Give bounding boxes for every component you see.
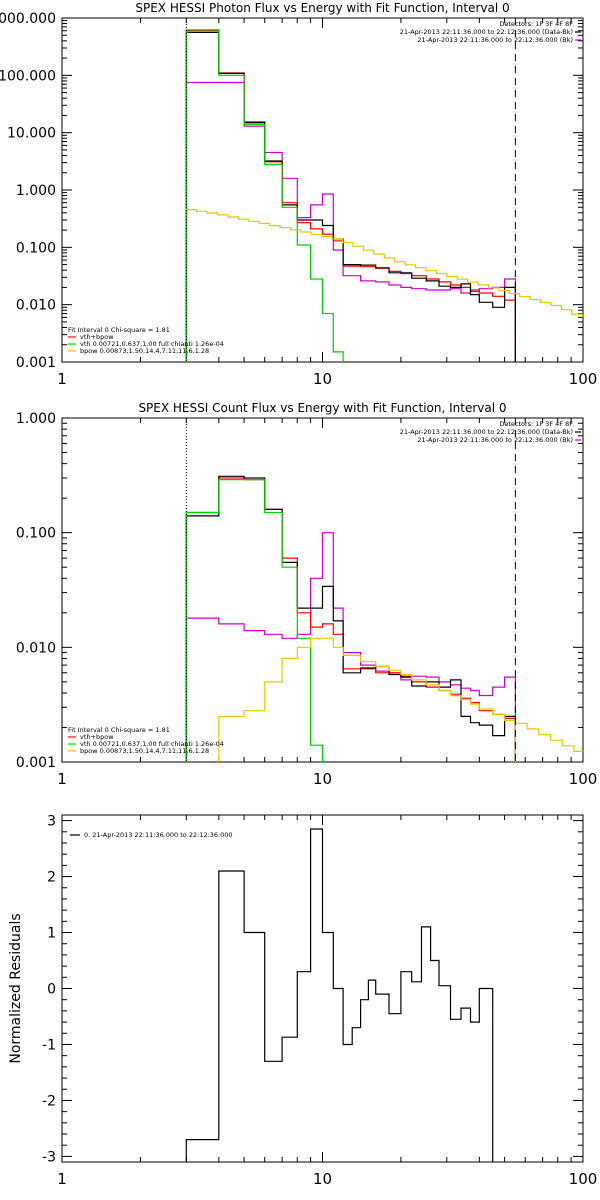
header-text: 21-Apr-2013 22:11:36.000 to 22:12:36.000… xyxy=(417,436,573,444)
header-text: Detectors: 1F 3F 4F 8F xyxy=(499,420,573,428)
y-tick-label: 3 xyxy=(47,814,56,830)
y-tick-label: 0.100 xyxy=(16,526,56,542)
residuals-chart: 1 10 100 -3 -2 -1 0 1 2 3 Normalized Residuals 0. … xyxy=(8,814,597,1188)
count-flux-chart: 1 10 100 0.001 0.010 0.100 1.000 SPEX HESSI Co… xyxy=(16,401,598,788)
legend-entry: vth+bpow xyxy=(80,333,114,341)
x-tick-label: 100 xyxy=(569,1170,598,1188)
y-tick-label: 100.000 xyxy=(0,68,56,84)
legend-entry: 0. 21-Apr-2013 22:11:36.000 to 22:12:36.… xyxy=(84,831,233,839)
y-tick-label: 0.010 xyxy=(16,640,56,656)
series-bpow-model xyxy=(186,209,583,318)
y-tick-label: 0 xyxy=(47,982,56,998)
x-tick-label: 1 xyxy=(57,370,67,388)
header-text: 21-Apr-2013 22:11:36.000 to 22:12:36.000… xyxy=(417,36,573,44)
header-text: 21-Apr-2013 22:11:36.000 to 22:12:36.000… xyxy=(400,428,573,436)
y-tick-label: 1 xyxy=(47,926,56,942)
y-tick-label: 0.001 xyxy=(16,355,56,371)
series-bpow-tail xyxy=(515,722,583,752)
x-tick-label: 10 xyxy=(313,770,332,788)
legend-entry: Fit Interval 0 Chi-square = 1.81 xyxy=(68,326,170,334)
header-text: 21-Apr-2013 22:11:36.000 to 22:12:36.000… xyxy=(400,28,573,36)
x-tick-label: 100 xyxy=(569,770,598,788)
legend-entry: vth+bpow xyxy=(80,733,114,741)
series-vth xyxy=(185,29,344,362)
series-bk xyxy=(185,81,516,362)
series-data xyxy=(185,828,494,1162)
series-total xyxy=(185,30,516,362)
legend-entry: bpow 0.00873,1.50,14.4,7.11,11.6,1.28 xyxy=(80,747,209,755)
x-tick-label: 10 xyxy=(313,370,332,388)
y-tick-label: -2 xyxy=(42,1093,56,1109)
y-tick-label: 1.000 xyxy=(16,411,56,427)
y-tick-label: 0.001 xyxy=(16,755,56,771)
y-tick-label: -1 xyxy=(42,1037,56,1053)
legend-entry: bpow 0.00873,1.50,14.4,7.11,11.6,1.28 xyxy=(80,347,209,355)
series-total xyxy=(185,477,516,762)
y-tick-label: 0.100 xyxy=(16,240,56,256)
series-data xyxy=(185,475,516,762)
x-tick-label: 10 xyxy=(313,1170,332,1188)
y-axis-label: Normalized Residuals xyxy=(8,913,24,1063)
header-text: Detectors: 1F 3F 4F 8F xyxy=(499,20,573,28)
photon-flux-chart: 1 10 100 0.001 0.010 0.100 1.000 10.000 100.000 1… xyxy=(0,1,597,388)
series-data xyxy=(185,31,516,362)
legend-entry: vth 0.00721,0.637,1.00 full chianti 1.26… xyxy=(80,340,224,348)
series-vth xyxy=(185,479,334,762)
series-bk xyxy=(185,532,516,762)
chart-title: SPEX HESSI Photon Flux vs Energy with Fi… xyxy=(135,1,509,15)
y-tick-label: 10.000 xyxy=(7,126,56,142)
y-tick-label: 1.000 xyxy=(16,183,56,199)
series-bpow xyxy=(185,637,516,762)
y-tick-label: 2 xyxy=(47,870,56,886)
legend-entry: Fit Interval 0 Chi-square = 1.81 xyxy=(68,726,170,734)
y-tick-label: 0.010 xyxy=(16,298,56,314)
x-tick-label: 100 xyxy=(569,370,598,388)
legend-entry: vth 0.00721,0.637,1.00 full chianti 1.26… xyxy=(80,740,224,748)
x-tick-label: 1 xyxy=(57,1170,67,1188)
x-tick-label: 1 xyxy=(57,770,67,788)
chart-title: SPEX HESSI Count Flux vs Energy with Fit… xyxy=(138,401,506,415)
y-tick-label: -3 xyxy=(42,1149,56,1165)
